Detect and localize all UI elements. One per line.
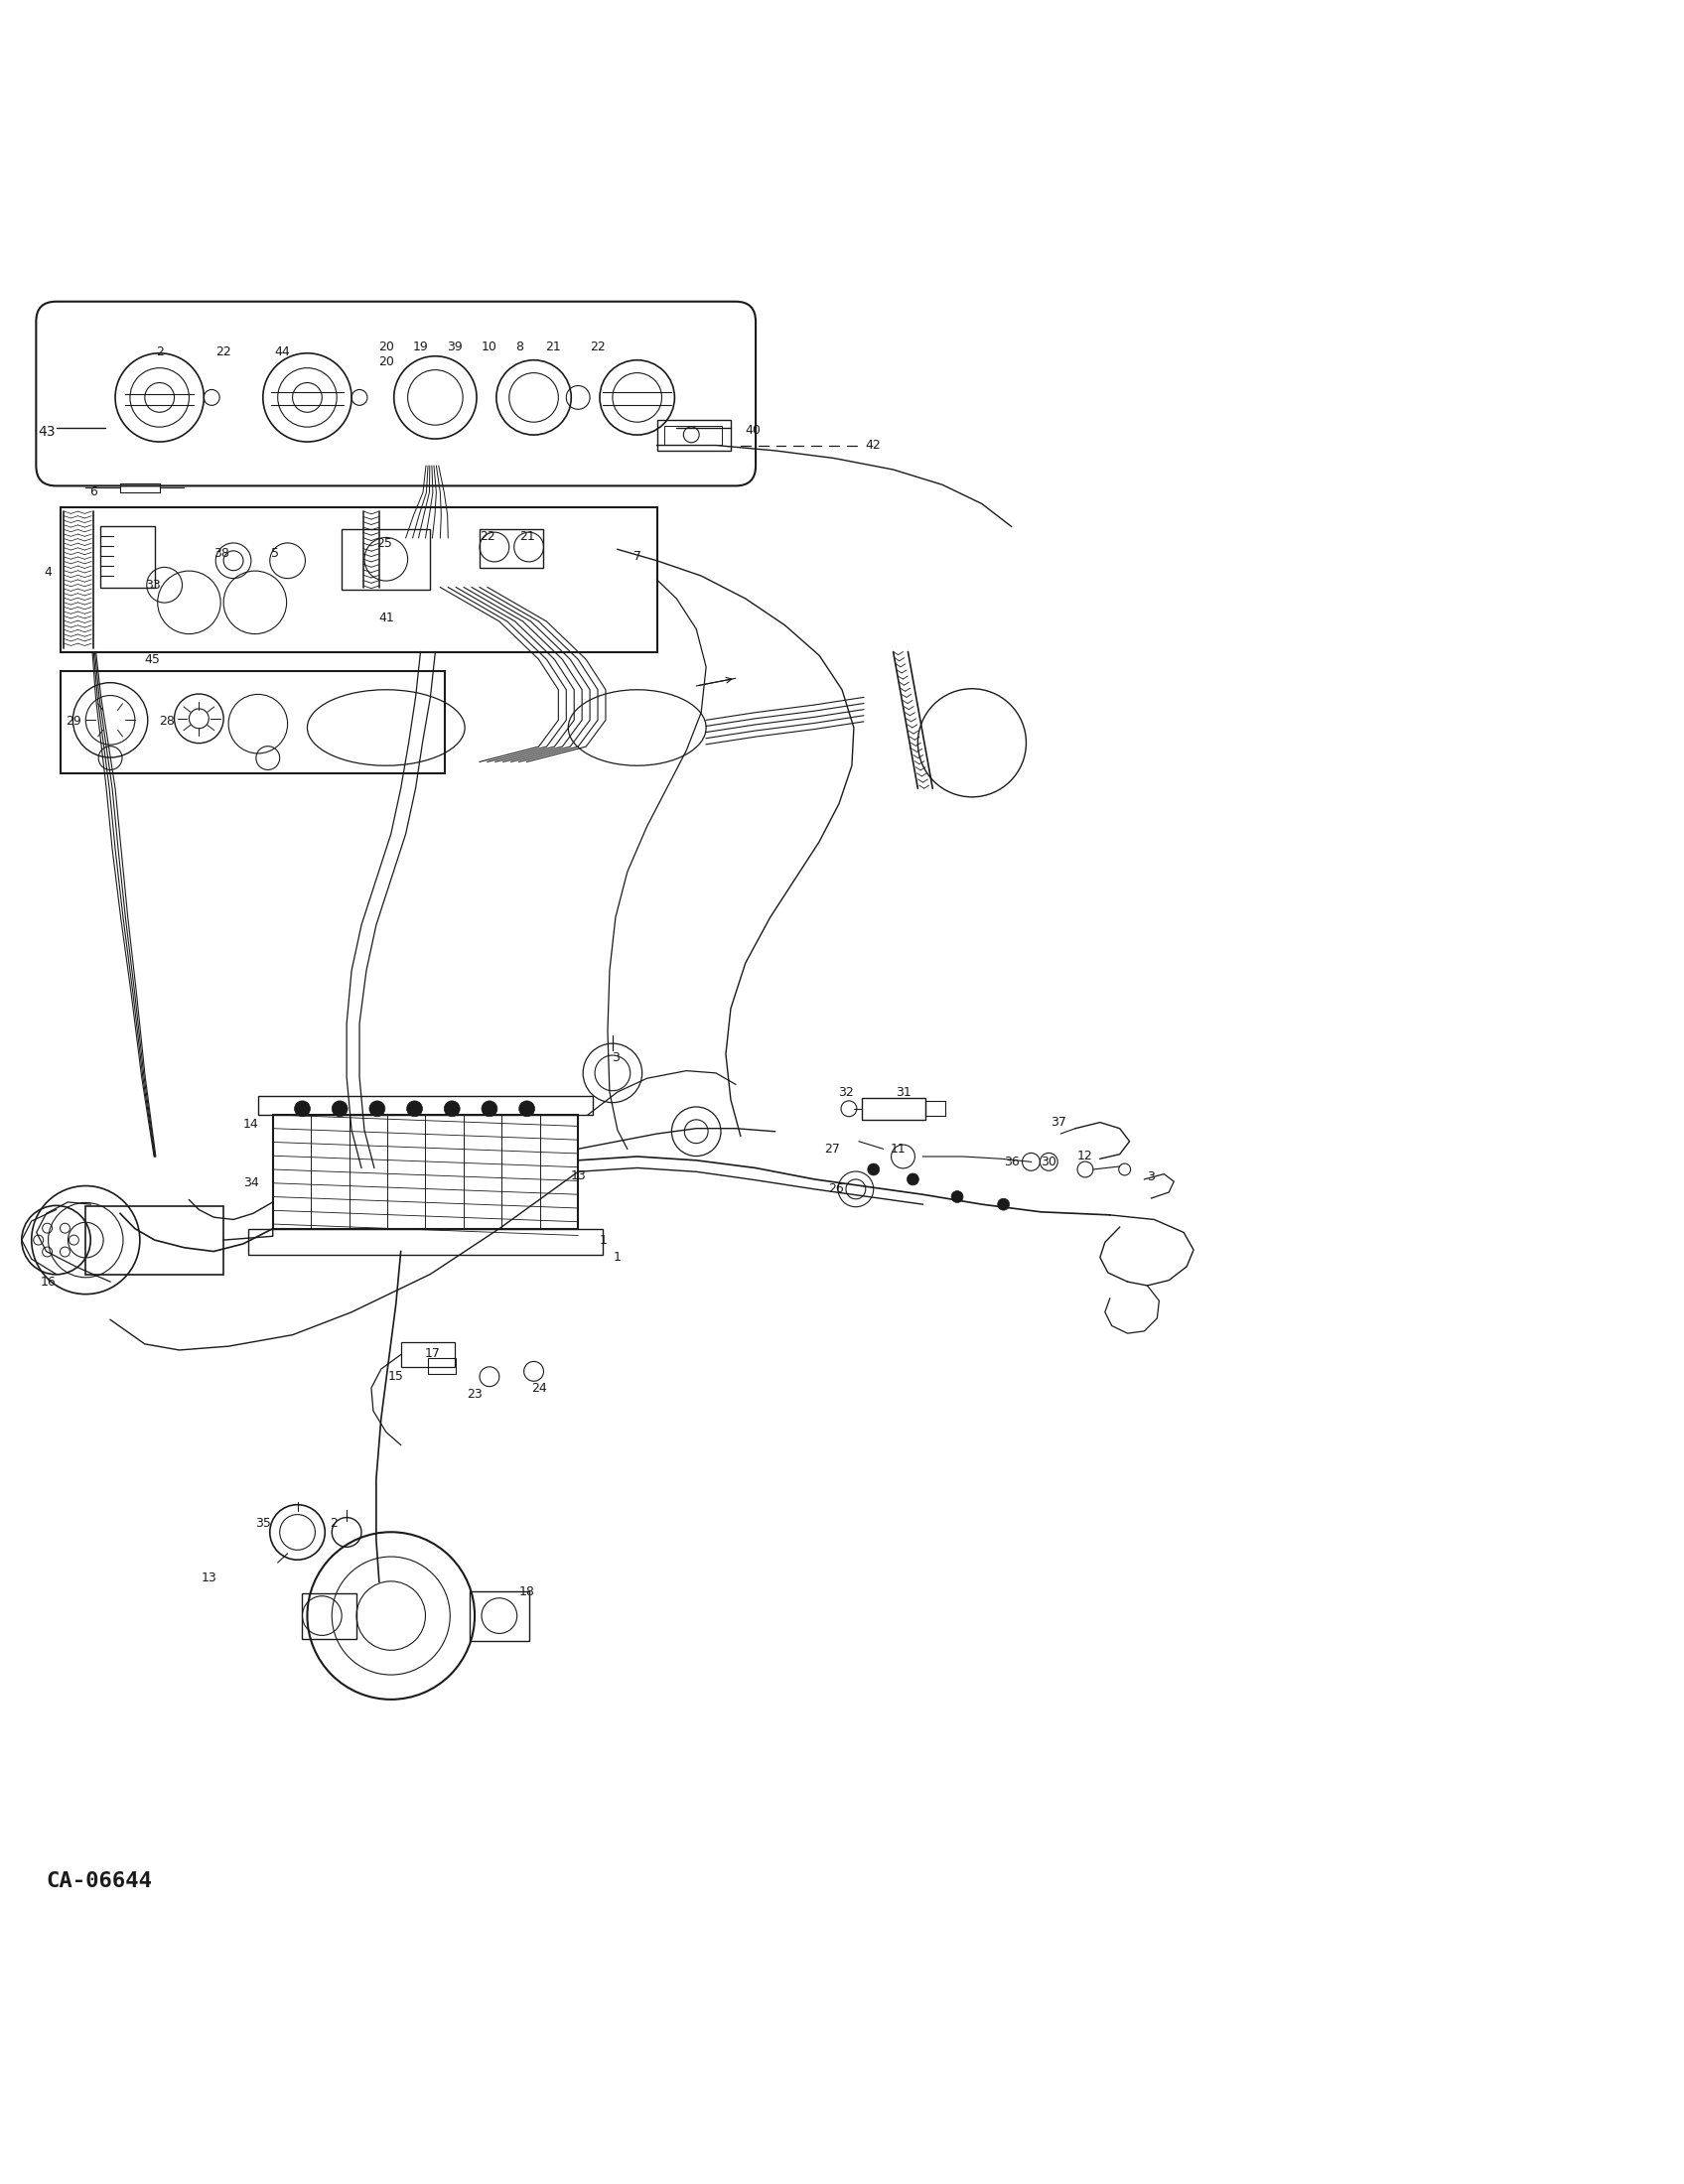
Text: 42: 42 xyxy=(866,439,881,452)
Text: 35: 35 xyxy=(254,1516,271,1529)
Text: 33: 33 xyxy=(145,579,160,592)
Bar xyxy=(862,1099,926,1120)
Text: 25: 25 xyxy=(376,537,392,550)
Text: 22: 22 xyxy=(216,345,231,358)
Bar xyxy=(61,507,657,651)
Text: 4: 4 xyxy=(44,566,52,579)
Text: 5: 5 xyxy=(271,546,280,559)
Text: 6: 6 xyxy=(89,485,98,498)
Bar xyxy=(480,529,544,568)
Text: 27: 27 xyxy=(823,1142,840,1155)
Text: 45: 45 xyxy=(145,653,160,666)
Bar xyxy=(657,419,731,450)
Text: 3: 3 xyxy=(611,1051,620,1064)
Text: 40: 40 xyxy=(746,424,761,437)
Text: 28: 28 xyxy=(158,714,175,727)
Text: 1: 1 xyxy=(613,1251,621,1265)
Bar xyxy=(342,529,431,590)
Text: 32: 32 xyxy=(839,1085,854,1099)
Circle shape xyxy=(908,1173,919,1186)
Circle shape xyxy=(408,1101,423,1116)
Bar xyxy=(101,526,155,587)
Bar xyxy=(665,426,722,446)
Text: 23: 23 xyxy=(466,1387,483,1400)
Text: 26: 26 xyxy=(829,1184,844,1195)
Circle shape xyxy=(482,1101,497,1116)
Circle shape xyxy=(369,1101,386,1116)
Circle shape xyxy=(445,1101,460,1116)
Bar xyxy=(61,670,445,773)
Text: 13: 13 xyxy=(200,1570,217,1583)
Text: 13: 13 xyxy=(571,1168,586,1182)
Bar xyxy=(86,1206,224,1273)
Text: 44: 44 xyxy=(274,345,290,358)
Text: 15: 15 xyxy=(387,1369,404,1382)
Text: 3: 3 xyxy=(1147,1171,1155,1184)
Circle shape xyxy=(867,1164,879,1175)
Text: 12: 12 xyxy=(1078,1151,1093,1162)
Text: 43: 43 xyxy=(37,424,56,439)
Text: 22: 22 xyxy=(480,531,495,544)
Text: 8: 8 xyxy=(515,341,524,354)
Bar xyxy=(273,1114,578,1230)
Text: 30: 30 xyxy=(1041,1155,1056,1168)
Bar xyxy=(248,1230,603,1256)
Circle shape xyxy=(951,1190,963,1203)
Text: 14: 14 xyxy=(242,1118,259,1131)
Text: 10: 10 xyxy=(482,341,497,354)
Bar xyxy=(428,1358,456,1374)
Bar xyxy=(303,1592,357,1638)
Text: 38: 38 xyxy=(214,546,229,559)
Text: 16: 16 xyxy=(40,1275,56,1289)
Circle shape xyxy=(519,1101,536,1116)
Text: CA-06644: CA-06644 xyxy=(45,1872,153,1891)
Text: 31: 31 xyxy=(896,1085,911,1099)
Text: 20: 20 xyxy=(379,356,394,369)
Text: 29: 29 xyxy=(66,714,83,727)
Text: 21: 21 xyxy=(519,531,536,544)
Text: 36: 36 xyxy=(1004,1155,1019,1168)
Text: 39: 39 xyxy=(448,341,463,354)
Text: 20: 20 xyxy=(379,341,394,354)
Text: 21: 21 xyxy=(546,341,561,354)
Text: 34: 34 xyxy=(242,1177,259,1190)
Text: 19: 19 xyxy=(413,341,428,354)
Text: 2: 2 xyxy=(330,1516,338,1529)
Text: 24: 24 xyxy=(530,1382,547,1393)
Bar xyxy=(470,1592,529,1640)
Bar xyxy=(120,483,160,491)
Text: 2: 2 xyxy=(155,345,163,358)
Circle shape xyxy=(332,1101,347,1116)
Text: 41: 41 xyxy=(379,612,394,625)
Text: 7: 7 xyxy=(633,550,642,563)
Bar xyxy=(926,1101,945,1116)
Text: 22: 22 xyxy=(589,341,606,354)
Text: 1: 1 xyxy=(600,1234,608,1247)
Text: 37: 37 xyxy=(1051,1116,1066,1129)
Bar xyxy=(401,1343,455,1367)
Text: 18: 18 xyxy=(519,1586,536,1599)
Bar xyxy=(258,1096,593,1114)
Text: 11: 11 xyxy=(891,1142,906,1155)
Circle shape xyxy=(997,1199,1009,1210)
Circle shape xyxy=(295,1101,310,1116)
Text: 17: 17 xyxy=(424,1348,440,1361)
